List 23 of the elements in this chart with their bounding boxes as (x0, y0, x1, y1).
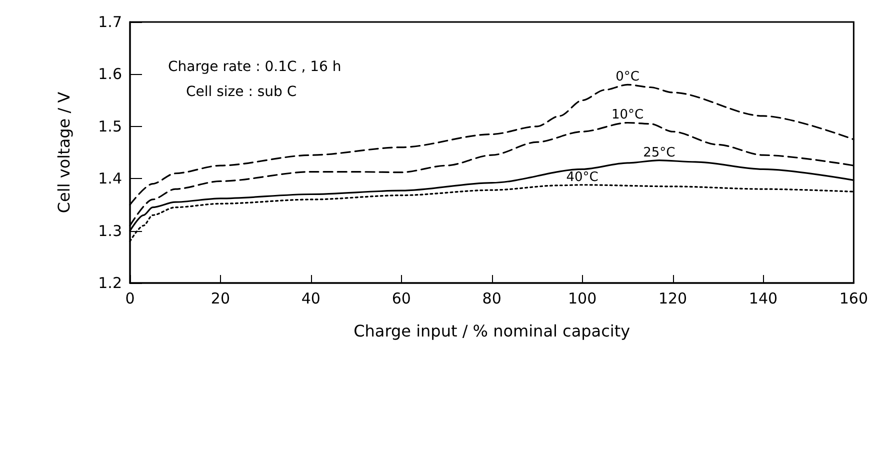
y-tick-label: 1.7 (98, 13, 122, 31)
x-tick-label: 40 (301, 290, 320, 308)
y-tick-label: 1.6 (98, 65, 122, 84)
x-axis-title: Charge input / % nominal capacity (354, 322, 630, 340)
y-tick-label: 1.2 (98, 274, 122, 292)
x-tick-label: 100 (568, 290, 597, 308)
x-tick-label: 20 (210, 290, 230, 308)
x-tick-label: 80 (482, 290, 502, 308)
y-tick-label: 1.5 (98, 117, 122, 136)
annotation: Cell size : sub C (186, 84, 297, 100)
x-tick-label: 160 (839, 290, 868, 308)
series-label: 0°C (616, 70, 640, 85)
x-tick-label: 120 (658, 290, 688, 308)
x-tick-label: 140 (748, 290, 778, 308)
series-label: 40°C (566, 170, 598, 185)
annotation: Charge rate : 0.1C , 16 h (168, 59, 342, 75)
x-tick-label: 60 (392, 290, 411, 308)
series-label: 25°C (643, 145, 676, 160)
y-tick-label: 1.3 (98, 222, 122, 240)
y-tick-label: 1.4 (98, 170, 122, 188)
y-axis-title: Cell voltage / V (54, 92, 74, 214)
x-tick-label: 0 (125, 290, 135, 308)
series-label: 10°C (611, 108, 644, 123)
